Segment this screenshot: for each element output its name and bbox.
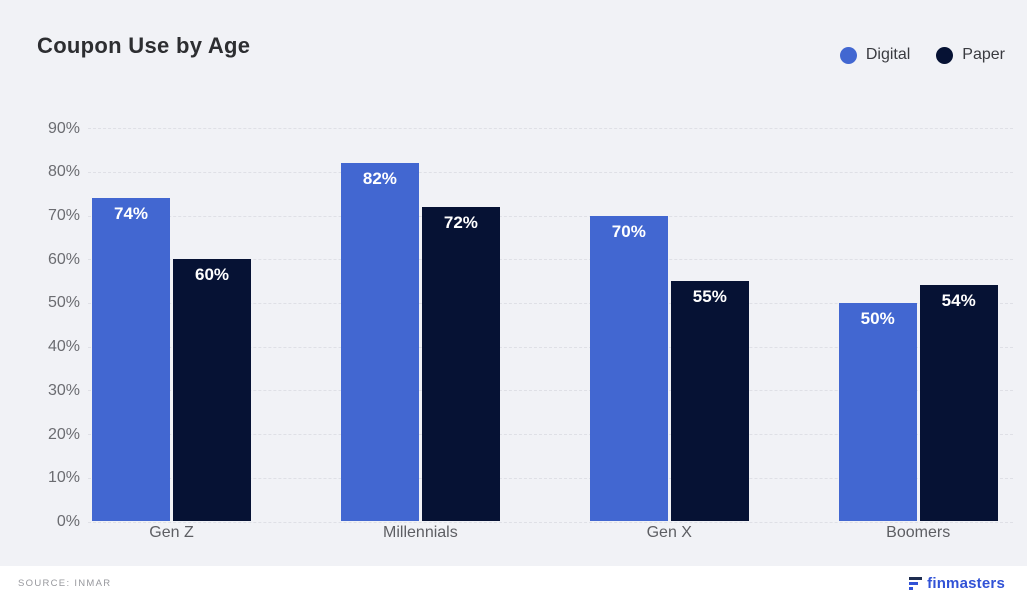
legend-item-paper: Paper: [936, 46, 1005, 64]
bar-digital-gen-x: 70%: [589, 215, 668, 522]
finmasters-wordmark: finmasters: [927, 574, 1005, 592]
bar-value-label: 60%: [194, 265, 230, 285]
y-axis-tick-20: 20%: [47, 425, 80, 443]
bar-value-label: 50%: [860, 308, 895, 328]
bar-digital-boomers: 50%: [838, 302, 917, 522]
bar-value-label: 70%: [611, 221, 646, 241]
bar-value-label: 74%: [113, 204, 149, 224]
gridline-10: [88, 477, 1013, 479]
bar-digital-gen-z: 74%: [92, 198, 170, 522]
finmasters-f-icon: [909, 576, 923, 590]
x-axis-label-boomers: Boomers: [886, 524, 951, 541]
bar-value-label: 82%: [362, 169, 397, 189]
legend-label-digital: Digital: [865, 46, 911, 63]
bar-paper-gen-z: 60%: [173, 259, 251, 522]
y-axis-tick-70: 70%: [47, 207, 80, 225]
bar-paper-boomers: 54%: [919, 285, 998, 522]
y-axis-tick-40: 40%: [47, 338, 80, 356]
gridline-60: [88, 259, 1013, 261]
gridline-80: [88, 171, 1013, 173]
bar-value-label: 72%: [443, 212, 478, 232]
y-axis-tick-30: 30%: [47, 381, 80, 399]
bar-paper-millennials: 72%: [421, 206, 500, 522]
y-axis-tick-90: 90%: [47, 119, 80, 137]
y-axis-tick-50: 50%: [47, 294, 80, 312]
finmasters-logo: finmasters: [909, 575, 1005, 592]
gridline-0: [88, 521, 1013, 523]
legend-label-paper: Paper: [962, 46, 1005, 63]
paper-legend-dot-icon: [936, 46, 954, 64]
gridline-90: [88, 128, 1013, 130]
gridline-70: [88, 215, 1013, 217]
y-axis-tick-60: 60%: [47, 250, 80, 268]
gridline-40: [88, 346, 1013, 348]
gridline-50: [88, 302, 1013, 304]
bar-value-label: 54%: [941, 291, 976, 311]
gridline-20: [88, 434, 1013, 436]
x-axis-label-gen-z: Gen Z: [149, 524, 194, 541]
bar-paper-gen-x: 55%: [670, 281, 749, 522]
digital-legend-dot-icon: [839, 46, 857, 64]
footer-bar: SOURCE: INMAR finmasters: [0, 566, 1027, 600]
gridline-30: [88, 390, 1013, 392]
x-axis-label-millennials: Millennials: [383, 524, 458, 541]
y-axis-tick-80: 80%: [47, 163, 80, 181]
y-axis-tick-0: 0%: [56, 513, 80, 530]
y-axis-tick-10: 10%: [47, 469, 80, 487]
chart-title: Coupon Use by Age: [37, 33, 251, 58]
source-note: SOURCE: INMAR: [18, 577, 112, 589]
legend: Digital Paper: [839, 46, 1005, 64]
bar-value-label: 55%: [692, 287, 727, 307]
legend-item-digital: Digital: [839, 46, 911, 64]
x-axis-label-gen-x: Gen X: [646, 524, 692, 541]
bar-digital-millennials: 82%: [340, 163, 419, 522]
